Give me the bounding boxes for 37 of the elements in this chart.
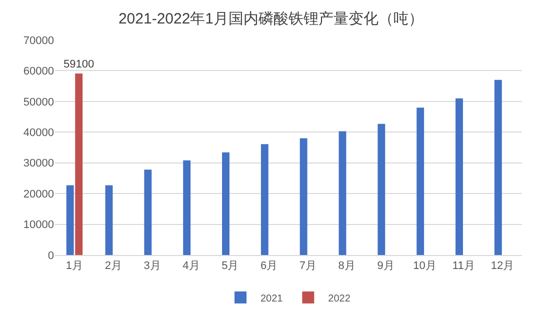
bar bbox=[183, 160, 191, 255]
bar bbox=[416, 108, 424, 255]
x-tick-label: 5月 bbox=[222, 260, 239, 272]
bar bbox=[494, 80, 502, 255]
bar bbox=[260, 144, 268, 255]
y-tick-label: 30000 bbox=[23, 158, 54, 170]
x-tick-label: 1月 bbox=[66, 260, 84, 272]
y-tick-label: 10000 bbox=[23, 219, 54, 232]
x-tick-label: 12月 bbox=[490, 260, 514, 272]
y-tick-label: 60000 bbox=[23, 66, 54, 78]
y-tick-label: 40000 bbox=[23, 126, 54, 139]
x-tick-label: 2月 bbox=[104, 260, 122, 272]
y-tick-label: 50000 bbox=[23, 96, 54, 108]
bar bbox=[66, 185, 74, 255]
bar bbox=[222, 152, 230, 255]
legend-label: 2022 bbox=[328, 293, 351, 304]
bar bbox=[378, 124, 386, 255]
y-tick-label: 70000 bbox=[23, 34, 54, 47]
x-tick-label: 3月 bbox=[144, 260, 161, 272]
x-tick-label: 4月 bbox=[182, 260, 200, 272]
y-tick-label: 20000 bbox=[23, 188, 54, 200]
x-tick-label: 7月 bbox=[299, 260, 317, 272]
x-tick-label: 9月 bbox=[377, 260, 394, 272]
legend-label: 2021 bbox=[260, 293, 284, 304]
bar bbox=[456, 98, 463, 255]
bar bbox=[338, 131, 346, 255]
data-label: 59100 bbox=[64, 58, 94, 70]
x-tick-label: 8月 bbox=[338, 260, 356, 272]
bar bbox=[105, 185, 113, 255]
chart-title: 2021-2022年1月国内磷酸铁锂产量变化（吨） bbox=[118, 10, 424, 28]
bar bbox=[144, 170, 152, 255]
x-tick-label: 6月 bbox=[260, 260, 278, 272]
bar bbox=[75, 73, 83, 255]
bar bbox=[300, 138, 308, 255]
y-tick-label: 0 bbox=[48, 250, 54, 262]
x-tick-label: 11月 bbox=[452, 260, 475, 272]
x-tick-label: 10月 bbox=[413, 260, 436, 272]
